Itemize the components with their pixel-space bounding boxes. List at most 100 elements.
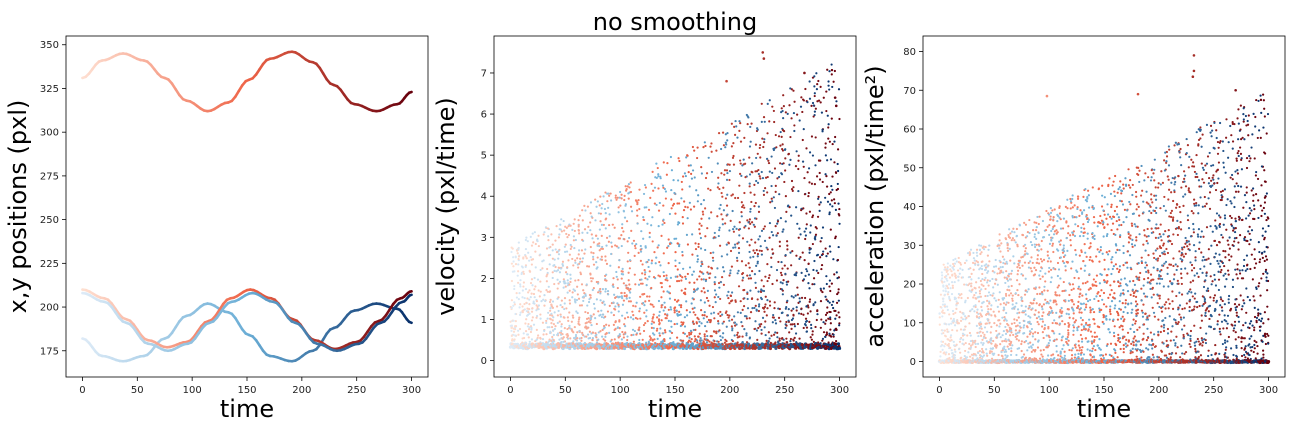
data-point [752, 223, 755, 226]
data-point [1120, 200, 1123, 203]
data-point [833, 140, 836, 143]
data-point [1184, 350, 1188, 354]
data-point [1158, 270, 1162, 273]
data-point [780, 135, 783, 138]
data-point [1193, 202, 1196, 205]
data-point [787, 152, 791, 155]
data-point [706, 334, 709, 338]
data-point [1172, 264, 1175, 268]
data-point [582, 334, 585, 337]
data-point [730, 325, 733, 328]
data-point [1109, 192, 1113, 195]
data-point [585, 317, 589, 320]
data-point [658, 334, 662, 337]
data-point [745, 332, 748, 335]
data-point [681, 216, 684, 219]
data-point [733, 321, 737, 324]
data-point [781, 109, 784, 113]
data-point [1138, 233, 1141, 236]
data-point [640, 230, 643, 233]
data-point [762, 285, 765, 288]
data-point [777, 135, 781, 138]
data-point [539, 268, 542, 272]
data-point [1122, 347, 1125, 350]
data-point [801, 138, 804, 142]
data-point [668, 285, 671, 288]
data-point [1093, 297, 1096, 301]
data-point [625, 220, 629, 223]
data-point [736, 341, 739, 344]
data-point [828, 245, 831, 248]
data-point [607, 240, 610, 243]
data-point [736, 242, 739, 245]
data-point [613, 293, 616, 296]
data-point [818, 178, 822, 181]
data-point [548, 300, 552, 304]
data-point [781, 267, 784, 270]
data-point [662, 332, 665, 335]
data-point [578, 232, 581, 235]
data-point [752, 255, 755, 258]
data-point [720, 191, 723, 195]
data-point [836, 258, 840, 262]
data-point [792, 186, 795, 189]
data-point [829, 316, 832, 319]
data-point [535, 328, 538, 331]
data-point [1131, 323, 1134, 326]
data-point [648, 236, 651, 239]
data-point [829, 191, 832, 194]
data-point [759, 156, 762, 159]
data-point [789, 340, 792, 343]
data-point [558, 228, 561, 231]
data-point [722, 270, 726, 273]
data-point [1033, 233, 1036, 236]
data-point [655, 203, 658, 207]
data-point [665, 277, 668, 280]
data-point [645, 315, 648, 318]
data-point [1160, 239, 1163, 242]
data-point [750, 122, 753, 125]
data-point [718, 229, 721, 232]
data-point [549, 298, 552, 301]
data-point [754, 143, 758, 146]
data-point [1139, 194, 1143, 197]
data-point [510, 329, 513, 332]
data-point [770, 256, 773, 259]
data-point [546, 267, 549, 271]
data-point [572, 222, 575, 225]
data-point [554, 248, 557, 251]
data-point [636, 209, 639, 212]
data-point [589, 273, 592, 276]
data-point [694, 313, 697, 316]
data-point [646, 222, 649, 225]
data-point [742, 297, 745, 300]
data-point [553, 282, 556, 286]
data-point [644, 277, 647, 280]
data-point [564, 285, 567, 288]
data-point [761, 176, 765, 180]
data-point [612, 283, 615, 286]
data-point [600, 223, 604, 226]
data-point [768, 99, 771, 102]
data-point [588, 342, 591, 346]
data-point [778, 337, 781, 340]
data-point [606, 289, 610, 293]
data-point [545, 321, 548, 325]
data-point [1030, 350, 1033, 353]
data-point [760, 279, 763, 282]
data-point [589, 221, 592, 224]
data-point [616, 196, 619, 199]
data-point [1172, 278, 1176, 281]
data-point [829, 228, 832, 231]
data-point [810, 104, 813, 107]
data-point [754, 286, 758, 289]
data-point [559, 331, 563, 334]
data-point [994, 258, 997, 262]
data-point [1143, 179, 1146, 182]
data-point [790, 117, 793, 120]
data-point [530, 310, 534, 313]
data-point [625, 284, 628, 287]
data-point [1003, 316, 1006, 319]
data-point [1235, 344, 1238, 347]
data-point [696, 341, 699, 344]
